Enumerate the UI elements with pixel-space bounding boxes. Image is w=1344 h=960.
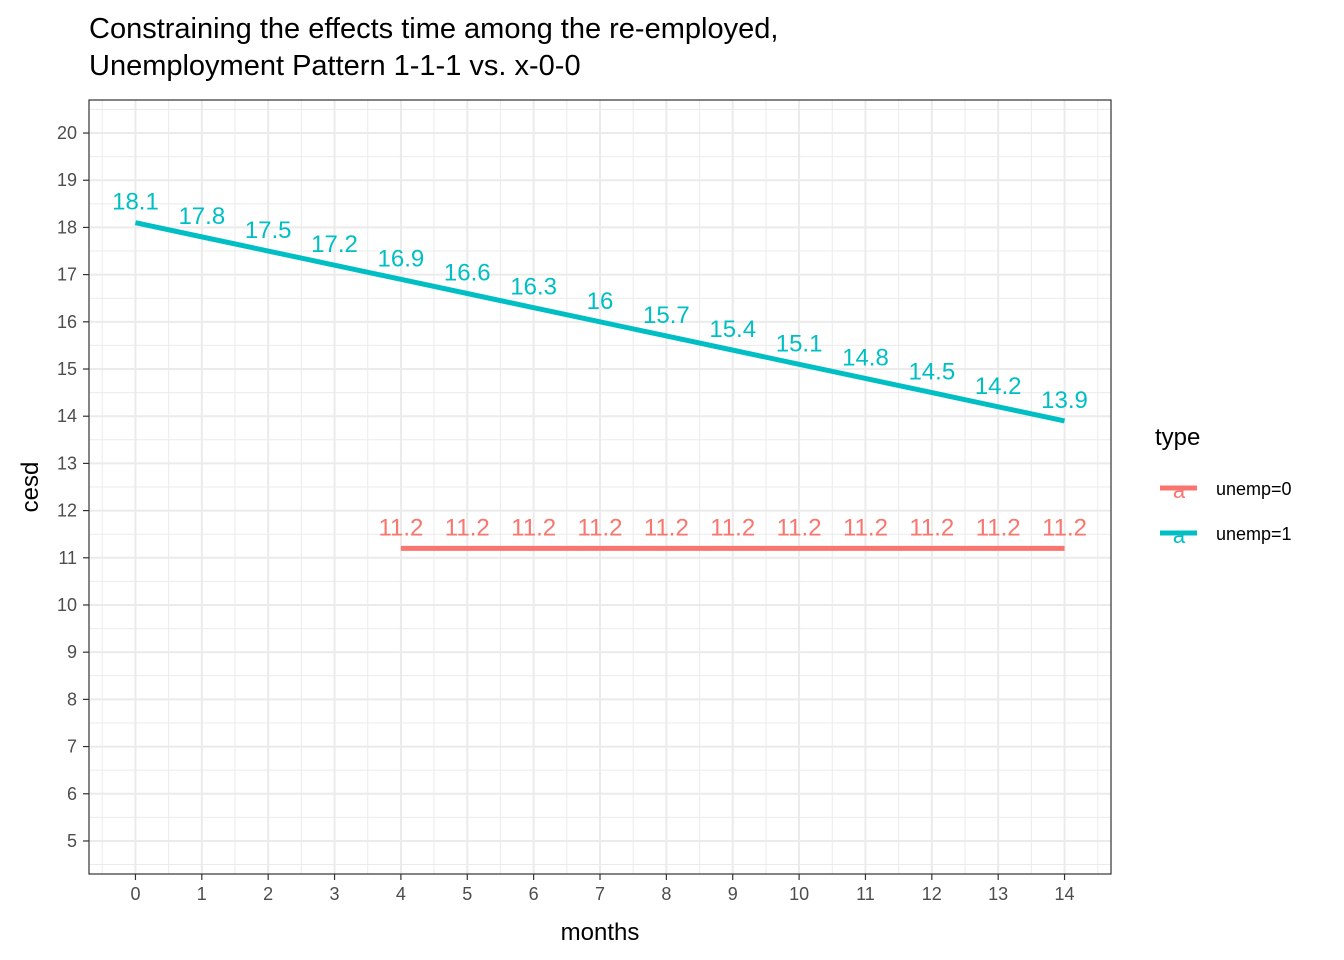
y-tick-label: 11: [58, 548, 77, 568]
y-tick-label: 20: [57, 123, 77, 143]
x-tick-label: 1: [197, 884, 207, 904]
legend-item-label: unemp=1: [1216, 524, 1292, 544]
y-tick-label: 13: [57, 453, 77, 473]
data-label: 15.4: [709, 316, 756, 343]
x-tick-label: 14: [1055, 884, 1075, 904]
data-label: 11.2: [378, 514, 423, 541]
x-axis: 0 1 2 3 4 5 6 7 8 9 10 11 12 13 14: [130, 874, 1075, 904]
x-tick-label: 4: [396, 884, 406, 904]
data-label: 16.3: [510, 274, 557, 301]
data-label: 15.1: [776, 330, 823, 357]
data-label: 11.2: [1042, 514, 1087, 541]
data-label: 17.2: [311, 231, 358, 258]
data-label: 11.2: [710, 514, 755, 541]
y-tick-label: 19: [57, 170, 77, 190]
y-tick-label: 9: [67, 642, 77, 662]
legend-key-glyph: a: [1173, 523, 1186, 548]
x-tick-label: 12: [922, 884, 942, 904]
data-label: 11.2: [777, 514, 822, 541]
data-label: 11.2: [578, 514, 623, 541]
x-tick-label: 2: [263, 884, 273, 904]
y-tick-label: 6: [67, 784, 77, 804]
x-tick-label: 10: [789, 884, 809, 904]
y-tick-label: 18: [57, 217, 77, 237]
data-label: 11.2: [909, 514, 954, 541]
x-tick-label: 5: [462, 884, 472, 904]
x-tick-label: 8: [661, 884, 671, 904]
data-label: 17.5: [245, 217, 292, 244]
data-label: 11.2: [976, 514, 1021, 541]
legend-key-glyph: a: [1173, 478, 1186, 503]
y-tick-label: 5: [67, 831, 77, 851]
y-tick-label: 12: [57, 501, 77, 521]
x-tick-label: 0: [130, 884, 140, 904]
data-label: 13.9: [1041, 387, 1088, 414]
legend-item-label: unemp=0: [1216, 479, 1292, 499]
data-label: 11.2: [511, 514, 556, 541]
data-label: 14.5: [908, 359, 955, 386]
x-tick-label: 6: [529, 884, 539, 904]
data-label: 14.2: [975, 373, 1022, 400]
data-label: 11.2: [644, 514, 689, 541]
series-line-unemp=1: [134, 220, 1066, 424]
data-label: 16: [587, 288, 614, 315]
y-tick-label: 8: [67, 689, 77, 709]
y-tick-label: 7: [67, 737, 77, 757]
x-tick-label: 11: [856, 884, 875, 904]
y-tick-label: 16: [57, 312, 77, 332]
x-tick-label: 3: [330, 884, 340, 904]
y-tick-label: 14: [57, 406, 77, 426]
chart-title-line-1: Constraining the effects time among the …: [89, 13, 778, 45]
major-gridlines: [89, 100, 1111, 874]
y-tick-label: 15: [57, 359, 77, 379]
y-axis: 5 6 7 8 9 10 11 12 13 14 15 16 17 18 19 20: [57, 123, 89, 851]
chart-title-line-2: Unemployment Pattern 1-1-1 vs. x-0-0: [89, 50, 581, 82]
legend-items: a unemp=0 a unemp=1: [1160, 478, 1292, 548]
data-label: 11.2: [445, 514, 490, 541]
y-tick-label: 17: [57, 265, 77, 285]
data-labels: 11.2 11.2 11.2 11.2 11.2 11.2 11.2 11.2 11.2 11.2…: [112, 189, 1088, 542]
data-label: 17.8: [178, 203, 225, 230]
data-label: 16.9: [378, 245, 425, 272]
series-lines: [134, 220, 1066, 551]
y-tick-label: 10: [57, 595, 77, 615]
legend-title: type: [1155, 424, 1200, 451]
data-label: 16.6: [444, 260, 491, 287]
chart-title: Constraining the effects time among the …: [89, 13, 778, 82]
x-tick-label: 9: [728, 884, 738, 904]
data-label: 11.2: [843, 514, 888, 541]
x-axis-title: months: [561, 919, 640, 946]
data-label: 14.8: [842, 344, 889, 371]
y-axis-title: cesd: [17, 462, 44, 513]
x-tick-label: 7: [595, 884, 605, 904]
data-label: 15.7: [643, 302, 690, 329]
x-tick-label: 13: [988, 884, 1008, 904]
data-label: 18.1: [112, 189, 159, 216]
legend: type a unemp=0 a unemp=1: [1155, 424, 1292, 548]
